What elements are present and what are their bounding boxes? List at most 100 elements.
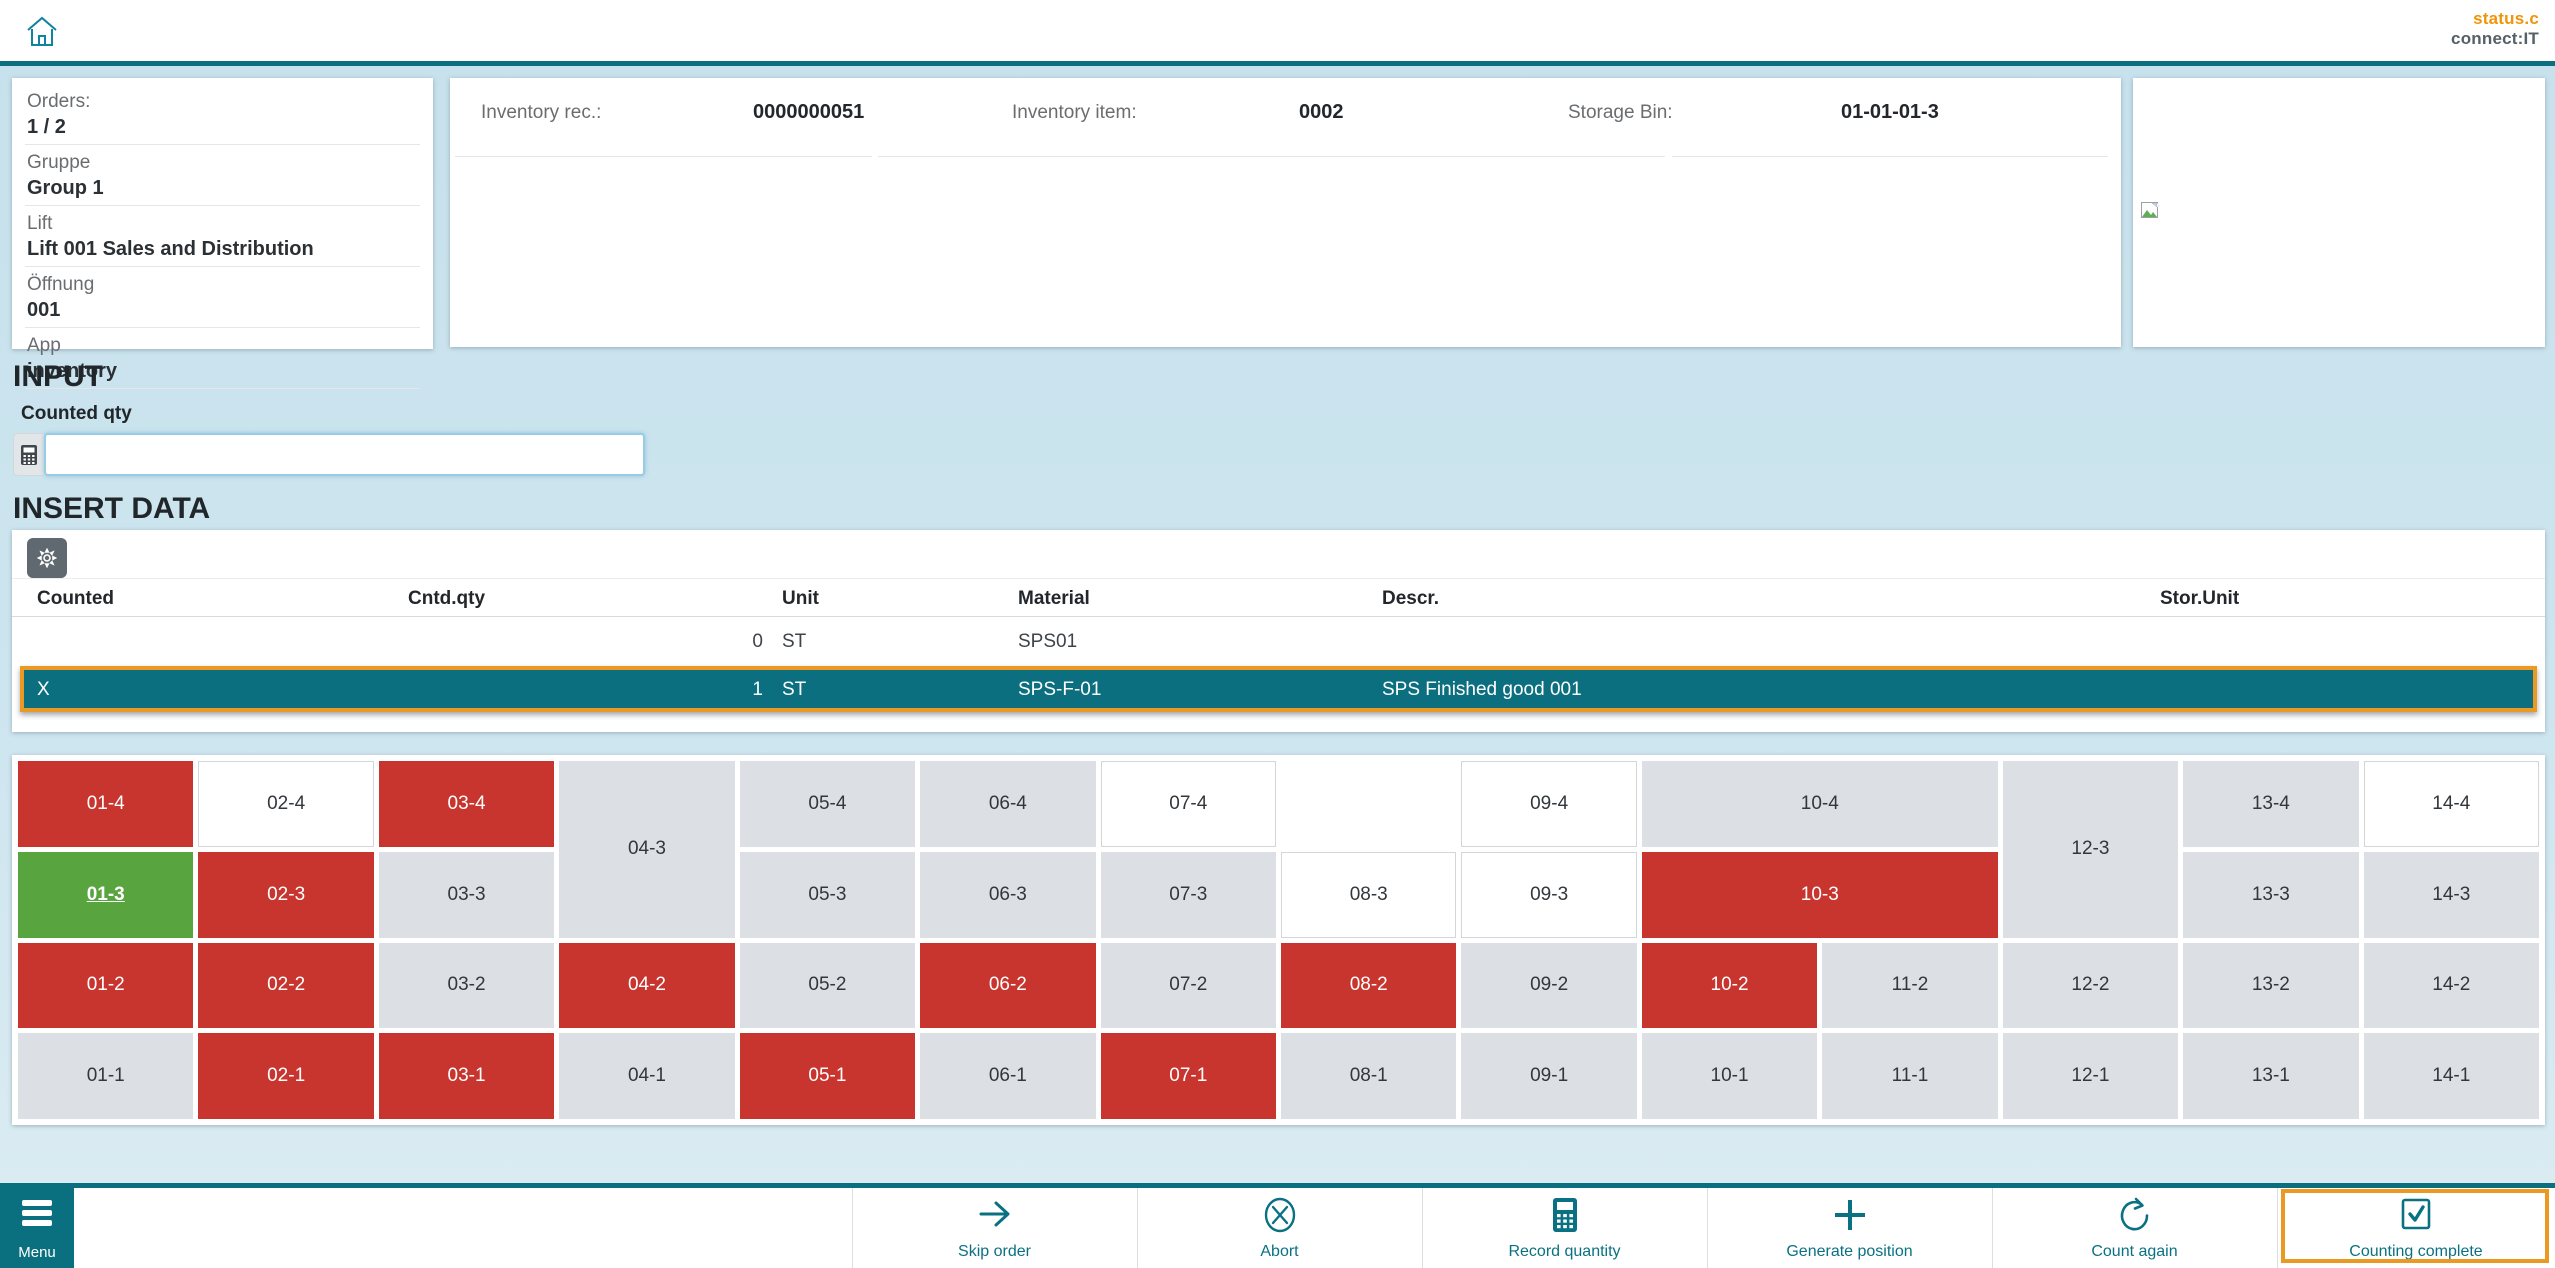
bin-cell-09-4: 09-4 [1461,761,1637,847]
record-divider [455,156,872,157]
cell-counted: X [37,679,50,700]
footer-bar: Menu Skip order Abort [0,1188,2555,1268]
broken-image-icon [2141,202,2161,220]
bin-cell-label: 13-4 [2251,792,2290,814]
table-header-divider [12,616,2545,617]
bin-cell-02-1: 02-1 [198,1033,374,1119]
info-item-lift: Lift Lift 001 Sales and Distribution [25,206,420,267]
skip-order-button[interactable]: Skip order [852,1188,1137,1268]
info-label: Lift [27,213,53,234]
info-label: App [27,335,61,356]
calculator-button[interactable] [13,433,44,476]
bin-cell-label: 05-3 [808,883,847,905]
menu-button[interactable]: Menu [0,1188,74,1268]
abort-button[interactable]: Abort [1137,1188,1422,1268]
hamburger-icon [22,1200,52,1230]
bin-cell-13-4: 13-4 [2183,761,2359,847]
cell-qty: 1 [752,679,763,700]
bin-cell-09-1: 09-1 [1461,1033,1637,1119]
bin-cell-06-2: 06-2 [920,942,1096,1029]
bin-cell-label: 05-1 [808,1065,847,1087]
bin-cell-09-2: 09-2 [1461,942,1637,1029]
bin-cell-03-2: 03-2 [378,942,555,1029]
item-image-panel [2133,78,2545,347]
info-value: 1 / 2 [27,116,66,138]
bin-cell-14-3: 14-3 [2363,851,2539,938]
bin-cell-02-2: 02-2 [198,942,374,1029]
bin-cell-label: 08-1 [1349,1065,1388,1087]
home-icon [24,14,60,50]
record-divider [878,156,1665,157]
bin-cell-label: 10-4 [1800,792,1839,814]
bin-cell-label: 02-3 [267,883,306,905]
table-header-row: Counted Cntd.qty Unit Material Descr. St… [12,582,2545,615]
info-item-orders: Orders: 1 / 2 [25,84,420,145]
footer-separator [2277,1188,2278,1268]
cancel-circle-icon [1261,1196,1299,1234]
bin-cell-03-4: 03-4 [378,761,555,847]
bin-cell-label: 07-4 [1169,792,1208,814]
bin-cell-03-1: 03-1 [378,1033,555,1119]
column-header-descr: Descr. [1382,588,1440,609]
brand-line2: connect:IT [2451,29,2539,48]
cell-unit: ST [782,679,807,700]
generate-position-button[interactable]: Generate position [1707,1188,1992,1268]
bin-cell-label: 09-1 [1530,1065,1569,1087]
column-header-cntdqty: Cntd.qty [408,588,486,609]
bin-cell-12-3: 12-3 [2002,761,2179,938]
bin-cell-05-1: 05-1 [739,1033,916,1119]
bin-cell-label: 06-4 [988,792,1027,814]
footer-divider [0,1183,2555,1188]
bin-cell-label: 12-1 [2071,1065,2110,1087]
bin-cell-07-2: 07-2 [1100,942,1276,1029]
bin-cell-13-1: 13-1 [2183,1033,2359,1119]
table-row[interactable]: 0 ST SPS01 [12,618,2545,664]
bin-cell-06-1: 06-1 [920,1033,1096,1119]
cell-material: SPS-F-01 [1018,679,1102,700]
count-again-button[interactable]: Count again [1992,1188,2277,1268]
counting-complete-label: Counting complete [2349,1243,2483,1260]
arrow-right-icon [976,1196,1014,1232]
bin-cell-label: 07-2 [1169,974,1208,996]
cell-material: SPS01 [1018,631,1078,652]
bin-cell-label: 02-1 [267,1065,306,1087]
bin-cell-10-3: 10-3 [1641,851,1998,938]
bin-cell-13-3: 13-3 [2183,851,2359,938]
footer-separator [852,1188,853,1268]
header-bar: status.c connect:IT [0,0,2555,61]
counting-complete-button[interactable]: Counting complete [2277,1188,2555,1268]
column-header-unit: Unit [782,588,819,609]
bin-cell-label: 06-1 [988,1065,1027,1087]
insert-data-title: INSERT DATA [13,492,211,525]
bin-cell-label: 05-4 [808,792,847,814]
bin-cell-08-3: 08-3 [1281,851,1457,938]
bin-cell-04-1: 04-1 [559,1033,735,1119]
footer-separator [1992,1188,1993,1268]
bin-cell-label: 11-1 [1891,1065,1929,1087]
footer-separator [1422,1188,1423,1268]
counted-qty-input[interactable] [44,433,645,476]
info-value: Lift 001 Sales and Distribution [27,238,314,260]
bin-cell-label: 01-3 [86,883,125,905]
record-label-rec: Inventory rec.: [481,102,602,123]
bin-cell-label: 07-3 [1169,883,1208,905]
bin-cell-label: 09-3 [1530,883,1569,905]
record-value-item: 0002 [1299,101,1344,123]
record-value-rec: 0000000051 [753,101,865,123]
bin-cell-label: 08-3 [1349,883,1388,905]
bin-cell-04-2: 04-2 [559,942,735,1029]
home-button[interactable] [24,14,60,50]
info-item-app: App inventory [25,328,420,389]
record-divider [1672,156,2108,157]
info-item-gruppe: Gruppe Group 1 [25,145,420,206]
bin-cell-02-3: 02-3 [198,851,374,938]
table-settings-button[interactable] [27,538,67,578]
record-quantity-button[interactable]: Record quantity [1422,1188,1707,1268]
table-row-selected[interactable]: X 1 ST SPS-F-01 SPS Finished good 001 [20,666,2537,712]
bin-cell-05-3: 05-3 [739,851,916,938]
bin-cell-10-1: 10-1 [1641,1033,1818,1119]
calculator-icon [1550,1196,1580,1234]
checkbox-checked-icon [2398,1196,2434,1232]
bin-cell-07-4: 07-4 [1100,761,1276,847]
